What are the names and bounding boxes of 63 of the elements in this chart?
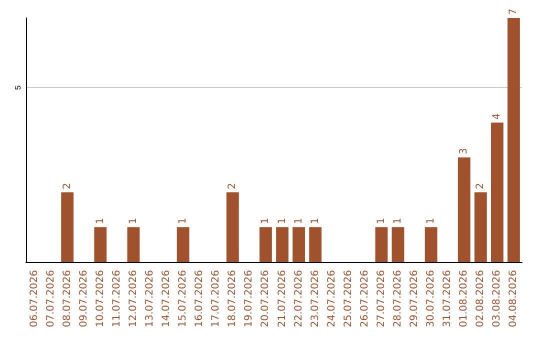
- x-tick-label: 14.07.2026: [161, 270, 172, 328]
- x-tick-label: 21.07.2026: [276, 270, 288, 328]
- x-tick-label: 15.07.2026: [178, 270, 189, 328]
- bar: [508, 18, 520, 262]
- x-tick-label: 30.07.2026: [426, 270, 437, 328]
- x-tick-label: 29.07.2026: [409, 270, 420, 328]
- x-tick-label: 13.07.2026: [144, 270, 156, 328]
- data-label: 1: [293, 218, 304, 224]
- bar: [276, 227, 288, 262]
- x-tick-label: 20.07.2026: [260, 270, 272, 328]
- data-label: 1: [392, 218, 404, 224]
- bar: [61, 192, 74, 262]
- data-label: 1: [310, 218, 321, 224]
- data-label: 1: [94, 218, 106, 224]
- x-tick-label: 22.07.2026: [293, 270, 304, 328]
- data-label: 3: [458, 148, 470, 154]
- bar: [309, 227, 322, 262]
- x-tick-label: 19.07.2026: [244, 270, 255, 328]
- bar: [94, 227, 107, 262]
- x-tick-label: 01.08.2026: [458, 270, 470, 328]
- bar: [424, 227, 438, 262]
- data-label: 1: [128, 218, 139, 224]
- bar: [226, 192, 239, 262]
- bar: [292, 227, 305, 262]
- data-label: 1: [178, 218, 189, 224]
- x-tick-label: 18.07.2026: [227, 270, 238, 328]
- bar: [260, 227, 272, 262]
- x-tick-label: 24.07.2026: [326, 270, 338, 328]
- bar: [375, 227, 388, 262]
- data-label: 1: [260, 218, 272, 224]
- data-label: 1: [426, 218, 437, 224]
- x-tick-label: 26.07.2026: [359, 270, 370, 328]
- x-tick-label: 02.08.2026: [475, 270, 486, 328]
- data-label: 2: [475, 182, 486, 190]
- x-tick-label: 28.07.2026: [392, 270, 404, 328]
- x-tick-label: 17.07.2026: [210, 270, 222, 328]
- x-tick-label: 31.07.2026: [442, 270, 454, 328]
- x-tick-label: 03.08.2026: [492, 270, 503, 328]
- x-tick-label: 10.07.2026: [94, 270, 106, 328]
- data-label: 4: [492, 113, 503, 120]
- bar: [458, 157, 470, 262]
- data-label: 1: [276, 218, 288, 224]
- x-tick-label: 07.07.2026: [45, 270, 56, 328]
- x-tick-label: 12.07.2026: [128, 270, 139, 328]
- x-tick-label: 16.07.2026: [194, 270, 206, 328]
- data-label: 2: [227, 182, 238, 190]
- x-tick-label: 25.07.2026: [342, 270, 354, 328]
- x-tick-label: 27.07.2026: [376, 270, 387, 328]
- x-tick-label: 23.07.2026: [310, 270, 321, 328]
- data-label: 2: [62, 182, 73, 190]
- y-tick-label: 5: [14, 84, 22, 90]
- data-label: 1: [376, 218, 387, 224]
- bar: [474, 192, 487, 262]
- x-tick-label: 09.07.2026: [78, 270, 90, 328]
- data-label: 7: [508, 8, 520, 15]
- bar: [176, 227, 190, 262]
- bar: [127, 227, 140, 262]
- bar: [491, 122, 504, 262]
- x-tick-label: 11.07.2026: [111, 270, 122, 328]
- x-tick-label: 04.08.2026: [508, 270, 520, 328]
- x-tick-label: 08.07.2026: [62, 270, 73, 328]
- x-tick-label: 06.07.2026: [28, 270, 40, 328]
- bar: [392, 227, 404, 262]
